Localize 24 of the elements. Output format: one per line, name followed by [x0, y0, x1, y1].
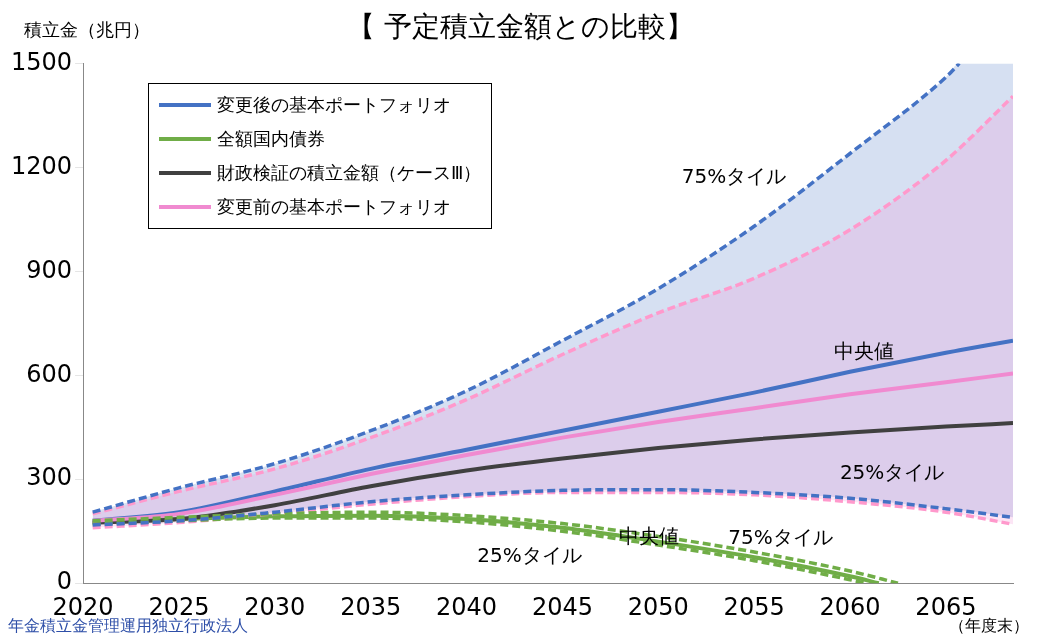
annotation: 75%タイル — [681, 163, 787, 188]
x-tick-label: 2030 — [244, 592, 306, 621]
annotation: 75%タイル — [728, 525, 833, 550]
x-tick-label: 2050 — [627, 592, 689, 621]
annotation: 25%タイル — [839, 460, 945, 485]
y-tick-label: 900 — [26, 255, 73, 284]
annotation: 25%タイル — [477, 543, 582, 568]
chart-title: 【 予定積立金額との比較】 — [347, 10, 694, 43]
legend-label: 全額国内債券 — [217, 127, 325, 151]
y-tick-label: 1500 — [11, 47, 73, 76]
y-tick-label: 1200 — [11, 151, 73, 180]
x-tick-label: 2055 — [723, 592, 785, 621]
y-tick-label: 600 — [26, 359, 73, 388]
legend-label: 財政検証の積立金額（ケースⅢ） — [217, 161, 482, 185]
y-tick-label: 300 — [26, 463, 73, 492]
y-axis-title: 積立金（兆円） — [24, 18, 150, 42]
x-tick-label: 2045 — [531, 592, 593, 621]
annotation: 中央値 — [834, 338, 895, 363]
x-tick-label: 2060 — [819, 592, 881, 621]
legend-label: 変更前の基本ポートフォリオ — [217, 195, 451, 219]
x-tick-label: 2035 — [340, 592, 402, 621]
legend-label: 変更後の基本ポートフォリオ — [217, 93, 451, 117]
x-tick-label: 2040 — [436, 592, 498, 621]
y-tick-label: 0 — [56, 567, 73, 596]
